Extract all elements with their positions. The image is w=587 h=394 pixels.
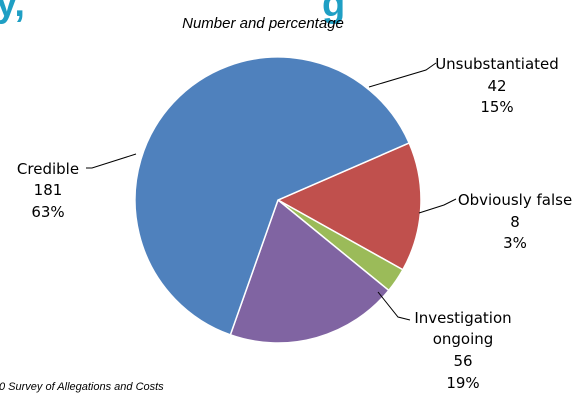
label-unsubstantiated-value: 42	[487, 77, 506, 95]
source-note: 0 Survey of Allegations and Costs	[0, 381, 164, 393]
leader-line-credible	[86, 153, 137, 169]
label-credible-percent: 63%	[31, 203, 64, 221]
pie-slice-credible	[134, 56, 411, 336]
label-obviously-false-percent: 3%	[503, 234, 527, 252]
pie-slice-unsubstantiated	[276, 141, 422, 271]
label-investigation-value: 56	[453, 352, 472, 370]
label-unsubstantiated-name: Unsubstantiated	[435, 55, 559, 73]
leader-line-unsubstantiated	[368, 62, 437, 88]
label-unsubstantiated-percent: 15%	[480, 98, 513, 116]
pie-slice-investigation-ongoing	[229, 198, 390, 344]
label-obviously-false-name: Obviously false	[458, 191, 572, 209]
leader-line-obviously-false	[418, 198, 457, 214]
title-fragment-left: y,	[0, 0, 25, 25]
label-credible-value: 181	[34, 181, 63, 199]
leader-line-investigation	[377, 291, 411, 321]
chart-subtitle: Number and percentage	[182, 15, 344, 32]
label-credible-name: Credible	[17, 160, 79, 178]
label-investigation-percent: 19%	[446, 374, 479, 392]
title-fragment-right: g	[322, 0, 345, 25]
label-investigation-name-line2: ongoing	[433, 330, 494, 348]
pie-slices	[134, 56, 422, 344]
label-investigation-name-line1: Investigation	[414, 309, 511, 327]
label-obviously-false-value: 8	[510, 213, 520, 231]
